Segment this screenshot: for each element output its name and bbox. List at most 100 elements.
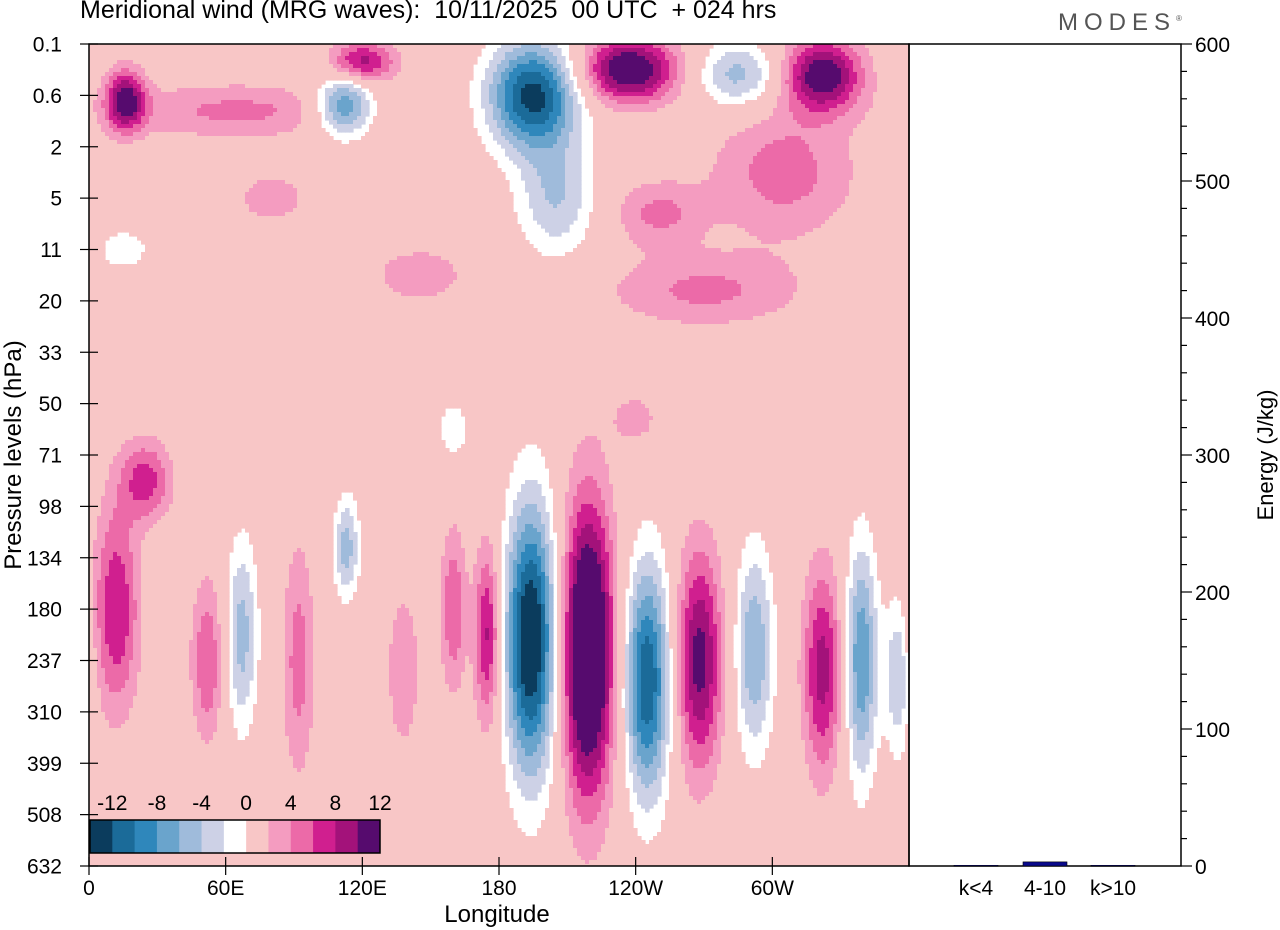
field-cell: [641, 48, 646, 53]
field-cell: [569, 124, 574, 129]
field-cell: [241, 128, 246, 133]
field-cell: [737, 136, 742, 141]
field-cell: [433, 112, 438, 117]
field-cell: [421, 104, 426, 109]
field-cell: [773, 128, 778, 133]
field-cell: [105, 128, 110, 133]
field-cell: [605, 112, 610, 117]
field-cell: [501, 108, 506, 113]
field-cell: [889, 72, 894, 77]
field-cell: [353, 80, 358, 85]
field-cell: [389, 100, 394, 105]
field-cell: [485, 108, 490, 113]
field-cell: [745, 84, 750, 89]
field-cell: [541, 92, 546, 97]
field-cell: [397, 116, 402, 121]
field-cell: [433, 60, 438, 65]
field-cell: [529, 48, 534, 53]
field-cell: [417, 136, 422, 141]
field-cell: [885, 56, 890, 61]
field-cell: [789, 132, 794, 137]
field-cell: [813, 136, 818, 141]
field-cell: [797, 116, 802, 121]
field-cell: [177, 124, 182, 129]
field-cell: [241, 112, 246, 117]
field-cell: [749, 64, 754, 69]
field-cell: [93, 80, 98, 85]
field-cell: [797, 100, 802, 105]
field-cell: [425, 96, 430, 101]
field-cell: [525, 56, 530, 61]
field-cell: [441, 76, 446, 81]
field-cell: [289, 140, 294, 145]
field-cell: [105, 92, 110, 97]
field-cell: [437, 136, 442, 141]
field-cell: [305, 96, 310, 101]
field-cell: [125, 116, 130, 121]
field-cell: [685, 80, 690, 85]
field-cell: [585, 84, 590, 89]
field-cell: [701, 124, 706, 129]
field-cell: [309, 108, 314, 113]
field-cell: [501, 64, 506, 69]
field-cell: [633, 124, 638, 129]
field-cell: [253, 56, 258, 61]
field-cell: [861, 100, 866, 105]
field-cell: [265, 136, 270, 141]
field-cell: [549, 92, 554, 97]
field-cell: [689, 88, 694, 93]
field-cell: [809, 64, 814, 69]
field-cell: [385, 112, 390, 117]
field-cell: [749, 76, 754, 81]
field-cell: [121, 140, 126, 145]
field-cell: [785, 108, 790, 113]
field-cell: [169, 140, 174, 145]
field-cell: [121, 44, 126, 49]
field-cell: [433, 92, 438, 97]
field-cell: [277, 116, 282, 121]
field-cell: [553, 96, 558, 101]
field-cell: [805, 112, 810, 117]
field-cell: [801, 64, 806, 69]
field-cell: [245, 84, 250, 89]
field-cell: [781, 100, 786, 105]
field-cell: [541, 80, 546, 85]
field-cell: [189, 104, 194, 109]
field-cell: [729, 132, 734, 137]
field-cell: [585, 76, 590, 81]
field-cell: [777, 96, 782, 101]
field-cell: [617, 80, 622, 85]
field-cell: [369, 80, 374, 85]
field-cell: [221, 144, 226, 149]
field-cell: [645, 108, 650, 113]
field-cell: [557, 80, 562, 85]
field-cell: [421, 68, 426, 73]
field-cell: [781, 92, 786, 97]
field-cell: [833, 144, 838, 149]
field-cell: [817, 88, 822, 93]
field-cell: [837, 52, 842, 57]
field-cell: [657, 144, 662, 149]
field-cell: [721, 80, 726, 85]
field-cell: [733, 68, 738, 73]
field-cell: [797, 48, 802, 53]
field-cell: [517, 136, 522, 141]
field-cell: [437, 108, 442, 113]
field-cell: [157, 108, 162, 113]
field-cell: [833, 92, 838, 97]
field-cell: [449, 120, 454, 125]
field-cell: [813, 96, 818, 101]
field-cell: [521, 108, 526, 113]
field-cell: [169, 132, 174, 137]
field-cell: [121, 76, 126, 81]
field-cell: [853, 88, 858, 93]
field-cell: [565, 72, 570, 77]
field-cell: [341, 44, 346, 49]
field-cell: [353, 124, 358, 129]
field-cell: [521, 120, 526, 125]
field-cell: [177, 56, 182, 61]
field-cell: [209, 128, 214, 133]
field-cell: [425, 48, 430, 53]
field-cell: [409, 132, 414, 137]
field-cell: [269, 104, 274, 109]
